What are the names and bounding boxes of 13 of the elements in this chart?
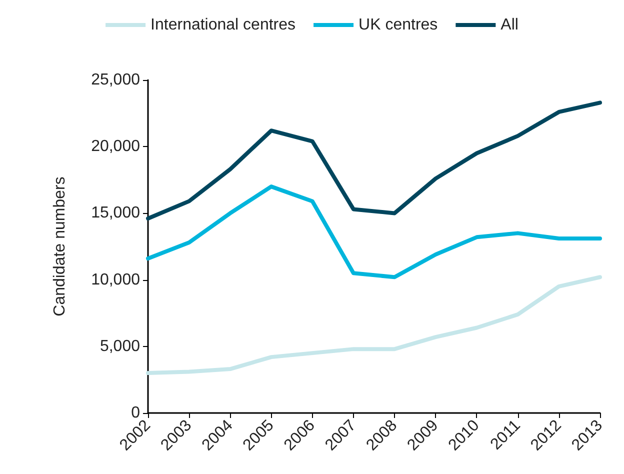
line-series [146,275,602,376]
legend-label: International centres [150,16,296,34]
y-tick-label: 20,000 [91,138,140,156]
y-axis-title: Candidate numbers [52,176,68,316]
legend-label: UK centres [358,16,438,34]
y-tick-label: 0 [131,404,140,422]
y-tick-label: 5,000 [100,338,140,355]
legend-label: All [500,16,518,34]
y-tick-label: 10,000 [91,271,140,288]
y-tick-label: 25,000 [91,72,140,88]
y-tick-label: 15,000 [91,204,140,222]
line-series [146,100,602,221]
line-series [146,184,602,280]
